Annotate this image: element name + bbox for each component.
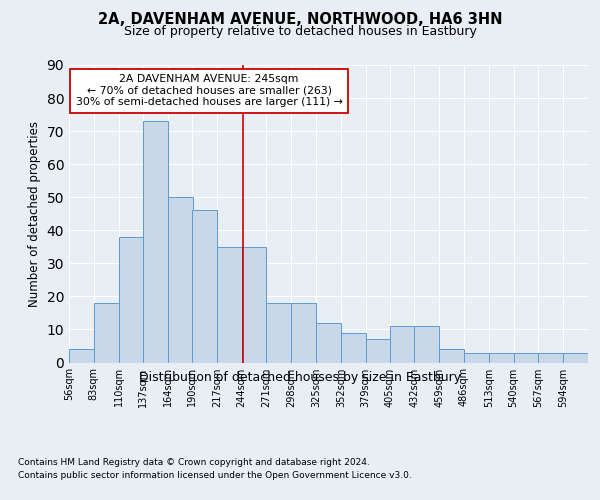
Bar	[415, 326, 439, 362]
Text: Contains HM Land Registry data © Crown copyright and database right 2024.: Contains HM Land Registry data © Crown c…	[18, 458, 370, 467]
Text: Size of property relative to detached houses in Eastbury: Size of property relative to detached ho…	[124, 25, 476, 38]
Bar	[217, 247, 242, 362]
Text: 2A, DAVENHAM AVENUE, NORTHWOOD, HA6 3HN: 2A, DAVENHAM AVENUE, NORTHWOOD, HA6 3HN	[98, 12, 502, 26]
Text: 2A DAVENHAM AVENUE: 245sqm
← 70% of detached houses are smaller (263)
30% of sem: 2A DAVENHAM AVENUE: 245sqm ← 70% of deta…	[76, 74, 343, 107]
Bar	[242, 247, 266, 362]
Bar	[69, 350, 94, 362]
Y-axis label: Number of detached properties: Number of detached properties	[28, 120, 41, 306]
Bar	[94, 303, 119, 362]
Bar	[168, 197, 193, 362]
Bar	[291, 303, 316, 362]
Bar	[192, 210, 217, 362]
Bar	[266, 303, 291, 362]
Bar	[341, 333, 366, 362]
Bar	[439, 350, 464, 362]
Bar	[538, 352, 563, 362]
Bar	[489, 352, 514, 362]
Bar	[119, 237, 143, 362]
Bar	[389, 326, 415, 362]
Bar	[316, 323, 341, 362]
Bar	[366, 340, 391, 362]
Bar	[514, 352, 538, 362]
Text: Distribution of detached houses by size in Eastbury: Distribution of detached houses by size …	[139, 371, 461, 384]
Bar	[143, 121, 168, 362]
Text: Contains public sector information licensed under the Open Government Licence v3: Contains public sector information licen…	[18, 472, 412, 480]
Bar	[563, 352, 588, 362]
Bar	[464, 352, 489, 362]
